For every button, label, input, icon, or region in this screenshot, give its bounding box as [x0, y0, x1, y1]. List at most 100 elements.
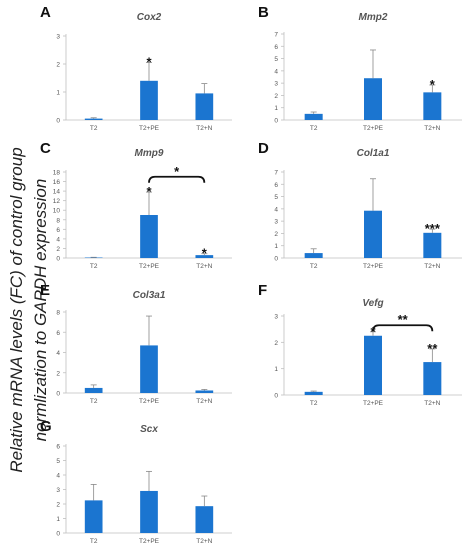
x-tick-label: T2+N	[196, 538, 212, 545]
bar-t2	[304, 391, 323, 395]
y-tick-label: 5	[274, 194, 278, 201]
y-tick-label: 0	[274, 118, 278, 125]
bar-t2-plus-n	[423, 232, 442, 258]
panel-d-col1a1: D Col1a1 0 1 2 3 4 5 6 7 T2 T2+PE T2+N ***	[256, 140, 466, 278]
y-tick-label: 12	[53, 198, 61, 205]
panel-letter: D	[258, 140, 269, 157]
panel-letter: C	[40, 140, 51, 157]
panel-e-col3a1: E Col3a1 0 2 4 6 8 T2 T2+PE T2+N	[38, 280, 236, 410]
y-tick-label: 18	[53, 170, 61, 177]
bar-t2-plus-pe	[140, 490, 158, 533]
y-tick-label: 6	[56, 330, 60, 337]
significance-marker: *	[146, 55, 152, 70]
significance-marker: **	[427, 341, 438, 356]
chart-svg: 0 1 2 3 T2 T2+PE T2+N *	[56, 34, 232, 132]
y-tick-label: 2	[274, 231, 278, 238]
bar-t2	[84, 118, 103, 120]
chart-title: Mmp9	[134, 148, 164, 159]
comparison-bracket	[372, 324, 434, 332]
bar-t2-plus-n	[195, 390, 214, 393]
panel-letter: F	[258, 282, 268, 299]
y-tick-label: 4	[56, 473, 60, 480]
significance-marker: *	[370, 324, 376, 339]
chart-svg: 0 2 4 6 8 10 12 14 16 18 T2 T2+PE T2+N * * *	[53, 164, 232, 270]
bar-t2-plus-pe	[140, 345, 158, 393]
x-tick-label: T2+PE	[363, 400, 384, 407]
y-tick-label: 4	[274, 206, 278, 213]
y-tick-label: 6	[274, 44, 278, 51]
x-tick-label: T2	[90, 125, 98, 132]
x-tick-label: T2+N	[424, 125, 440, 132]
bar-t2-plus-n	[195, 506, 214, 533]
x-tick-label: T2+PE	[363, 125, 384, 132]
x-tick-label: T2+N	[424, 400, 440, 407]
y-tick-label: 6	[274, 182, 278, 189]
y-axis-label-svg: Relative mRNA levels (FC) of control gro…	[7, 147, 50, 472]
y-tick-label: 3	[274, 81, 278, 88]
y-tick-label: 1	[56, 90, 60, 97]
bar-t2-plus-pe	[364, 78, 382, 120]
y-tick-label: 1	[274, 243, 278, 250]
y-tick-label: 3	[274, 314, 278, 321]
chart-title: Cox2	[136, 12, 162, 23]
x-tick-label: T2	[310, 125, 318, 132]
bar-t2	[304, 113, 323, 120]
chart-title: Col1a1	[356, 148, 390, 159]
x-tick-label: T2	[90, 538, 98, 545]
bracket-significance-marker: **	[398, 312, 409, 327]
x-tick-label: T2+PE	[363, 263, 384, 270]
y-tick-label: 0	[56, 256, 60, 263]
bar-t2-plus-n	[195, 255, 214, 258]
y-tick-label: 8	[56, 217, 60, 224]
significance-marker: *	[202, 246, 208, 261]
x-tick-label: T2+PE	[139, 125, 160, 132]
bar-t2	[84, 500, 103, 533]
chart-svg: 0 1 2 3 4 5 6 T2 T2+PE T2+N	[56, 444, 232, 545]
y-tick-label: 2	[274, 340, 278, 347]
bar-t2-plus-pe	[364, 335, 382, 395]
x-tick-label: T2+PE	[139, 398, 160, 405]
bracket-significance-marker: *	[174, 164, 180, 179]
y-tick-label: 2	[56, 502, 60, 509]
y-tick-label: 1	[274, 366, 278, 373]
x-tick-label: T2+N	[196, 125, 212, 132]
y-tick-label: 1	[274, 105, 278, 112]
y-tick-label: 7	[274, 32, 278, 39]
x-tick-label: T2	[90, 263, 98, 270]
x-tick-label: T2+PE	[139, 263, 160, 270]
panel-letter: B	[258, 4, 269, 21]
y-tick-label: 2	[56, 62, 60, 69]
panel-g-scx: G Scx 0 1 2 3 4 5 6 T2 T2+PE T2+N	[38, 418, 236, 550]
chart-title: Mmp2	[358, 12, 388, 23]
y-tick-label: 10	[53, 208, 61, 215]
y-tick-label: 2	[274, 93, 278, 100]
y-tick-label: 5	[56, 458, 60, 465]
y-tick-label: 16	[53, 179, 61, 186]
panel-c-mmp9: C Mmp9 0 2 4 6 8 10 12 14 16 18 T2 T2+PE T2+N * * *	[38, 140, 236, 278]
y-tick-label: 0	[56, 391, 60, 398]
y-tick-label: 4	[56, 236, 60, 243]
panel-letter: A	[40, 4, 51, 21]
x-tick-label: T2+PE	[139, 538, 160, 545]
bar-t2-plus-n	[423, 92, 442, 120]
chart-title: Scx	[140, 424, 158, 435]
y-tick-label: 4	[56, 350, 60, 357]
bar-t2-plus-pe	[140, 215, 158, 258]
chart-title: Vefg	[362, 298, 384, 309]
significance-marker: *	[430, 77, 436, 92]
figure-y-axis-label: Relative mRNA levels (FC) of control gro…	[0, 0, 60, 550]
y-tick-label: 3	[56, 34, 60, 41]
y-tick-label: 3	[274, 219, 278, 226]
x-tick-label: T2	[310, 263, 318, 270]
bar-t2-plus-n	[195, 93, 214, 120]
y-tick-label: 2	[56, 246, 60, 253]
chart-svg: 0 1 2 3 4 5 6 7 T2 T2+PE T2+N ***	[274, 170, 462, 270]
y-tick-label: 0	[56, 118, 60, 125]
bar-t2-plus-n	[423, 362, 442, 395]
chart-title: Col3a1	[132, 290, 166, 301]
bar-t2-plus-pe	[140, 80, 158, 120]
bar-t2	[84, 387, 103, 393]
y-tick-label: 4	[274, 68, 278, 75]
panel-letter: E	[40, 282, 51, 299]
